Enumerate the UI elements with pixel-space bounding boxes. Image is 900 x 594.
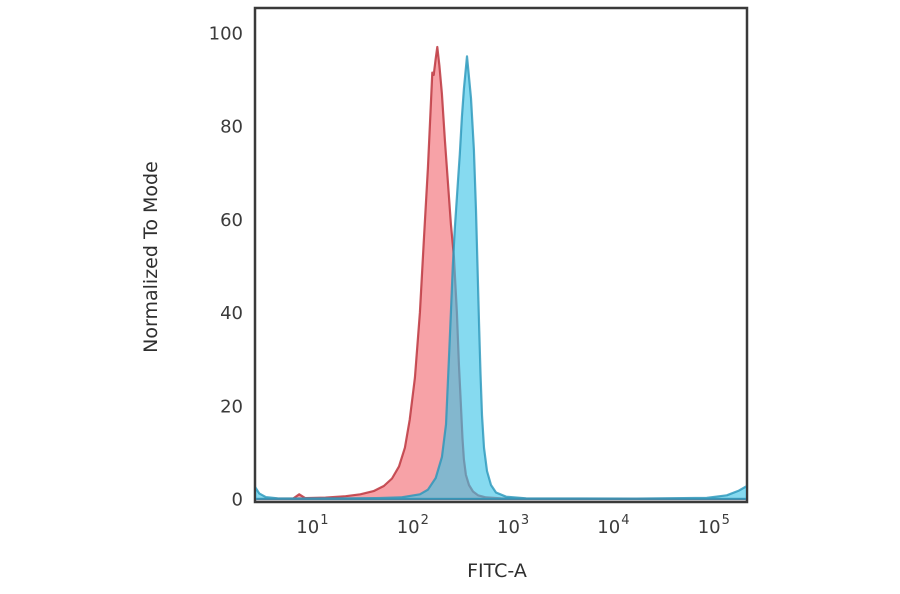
- x-axis-tick-labels: 101 102 103 104 105: [296, 513, 730, 538]
- y-axis-tick-labels: 0 20 40 60 80 100: [209, 24, 243, 511]
- y-tick-label-20: 20: [220, 396, 243, 417]
- y-tick-label-40: 40: [220, 303, 243, 324]
- x-tick-label-1e3: 103: [497, 513, 529, 538]
- y-tick-label-60: 60: [220, 210, 243, 231]
- y-tick-label-80: 80: [220, 117, 243, 138]
- y-axis-title: Normalized To Mode: [140, 161, 162, 353]
- x-tick-label-1e1: 101: [296, 513, 328, 538]
- x-tick-label-1e4: 104: [597, 513, 629, 538]
- x-tick-label-1e5: 105: [698, 513, 730, 538]
- y-tick-label-0: 0: [232, 490, 243, 511]
- plot-frame: [253, 6, 749, 504]
- y-tick-label-100: 100: [209, 24, 243, 45]
- blue-population-curve: [256, 55, 746, 501]
- x-axis-title: FITC-A: [467, 560, 527, 582]
- x-tick-label-1e2: 102: [397, 513, 429, 538]
- plot-area: [256, 45, 746, 501]
